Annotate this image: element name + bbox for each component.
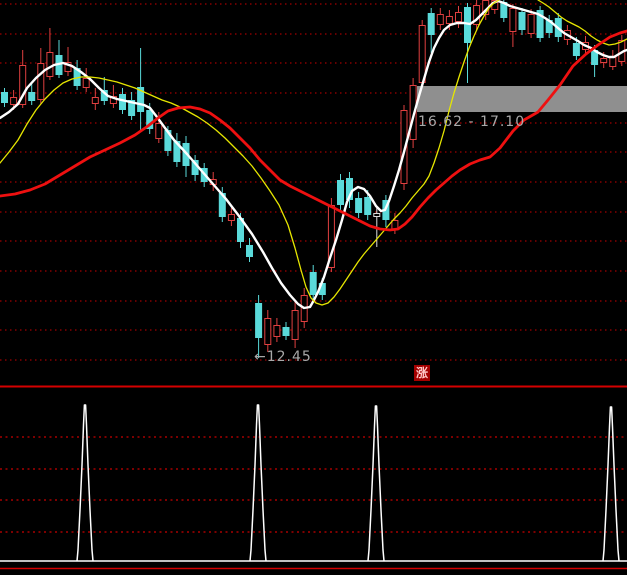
signal-spike: [249, 404, 267, 562]
price-range-label: 16.62 - 17.10: [418, 114, 526, 130]
ma-red-line: [0, 29, 627, 232]
signal-spike: [602, 406, 620, 562]
rise-marker-badge-icon: 涨: [414, 365, 430, 381]
low-price-callout: ←12.45: [254, 349, 312, 365]
ma-white-line: [0, 0, 627, 310]
ma-yellow-line: [0, 0, 627, 306]
grid-lines: [0, 3, 627, 533]
highlight-band: [417, 86, 627, 112]
signal-spike: [367, 405, 385, 562]
signal-spike: [76, 404, 94, 562]
signal-indicator: [0, 404, 627, 570]
candles: [1, 0, 626, 358]
